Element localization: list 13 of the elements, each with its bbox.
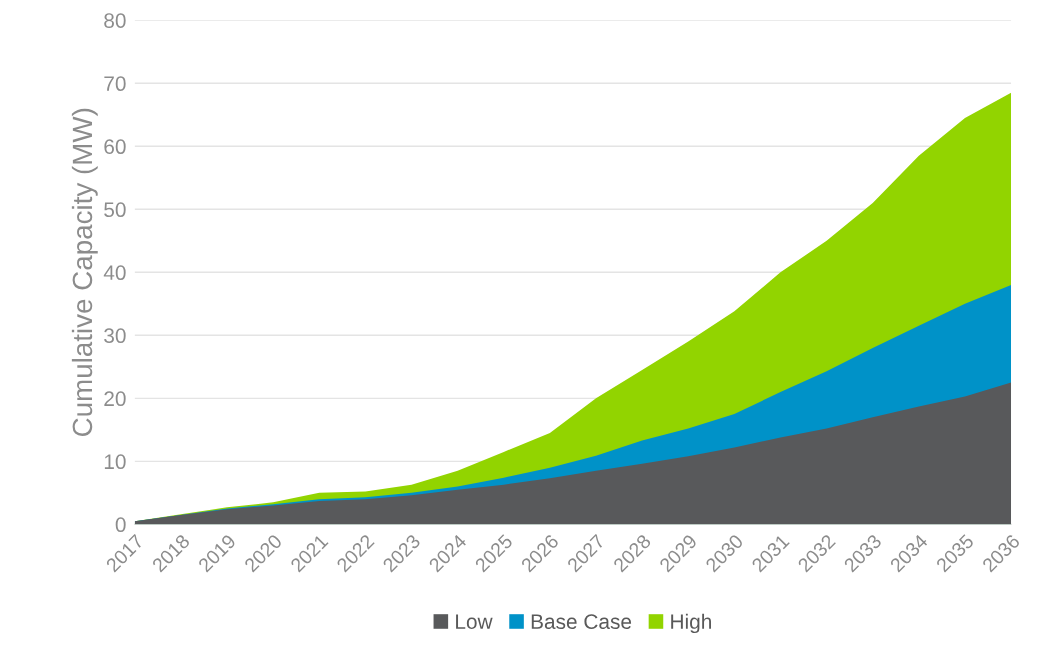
y-tick-label: 40 — [103, 265, 126, 281]
y-tick-label: 10 — [104, 454, 126, 470]
y-tick-label: 70 — [104, 76, 126, 92]
legend-label: Base Case — [531, 614, 632, 629]
legend-label: Low — [456, 614, 493, 629]
y-tick-label: 30 — [104, 328, 126, 344]
y-axis-title: Cumulative Capacity (MW) — [71, 108, 98, 437]
legend-label: High — [671, 613, 711, 634]
y-tick-label: 20 — [104, 391, 126, 407]
y-tick-label: 60 — [104, 139, 126, 155]
y-tick-label: 80 — [104, 13, 126, 28]
y-tick-label: 50 — [104, 202, 126, 218]
y-tick-label: 0 — [115, 517, 126, 533]
